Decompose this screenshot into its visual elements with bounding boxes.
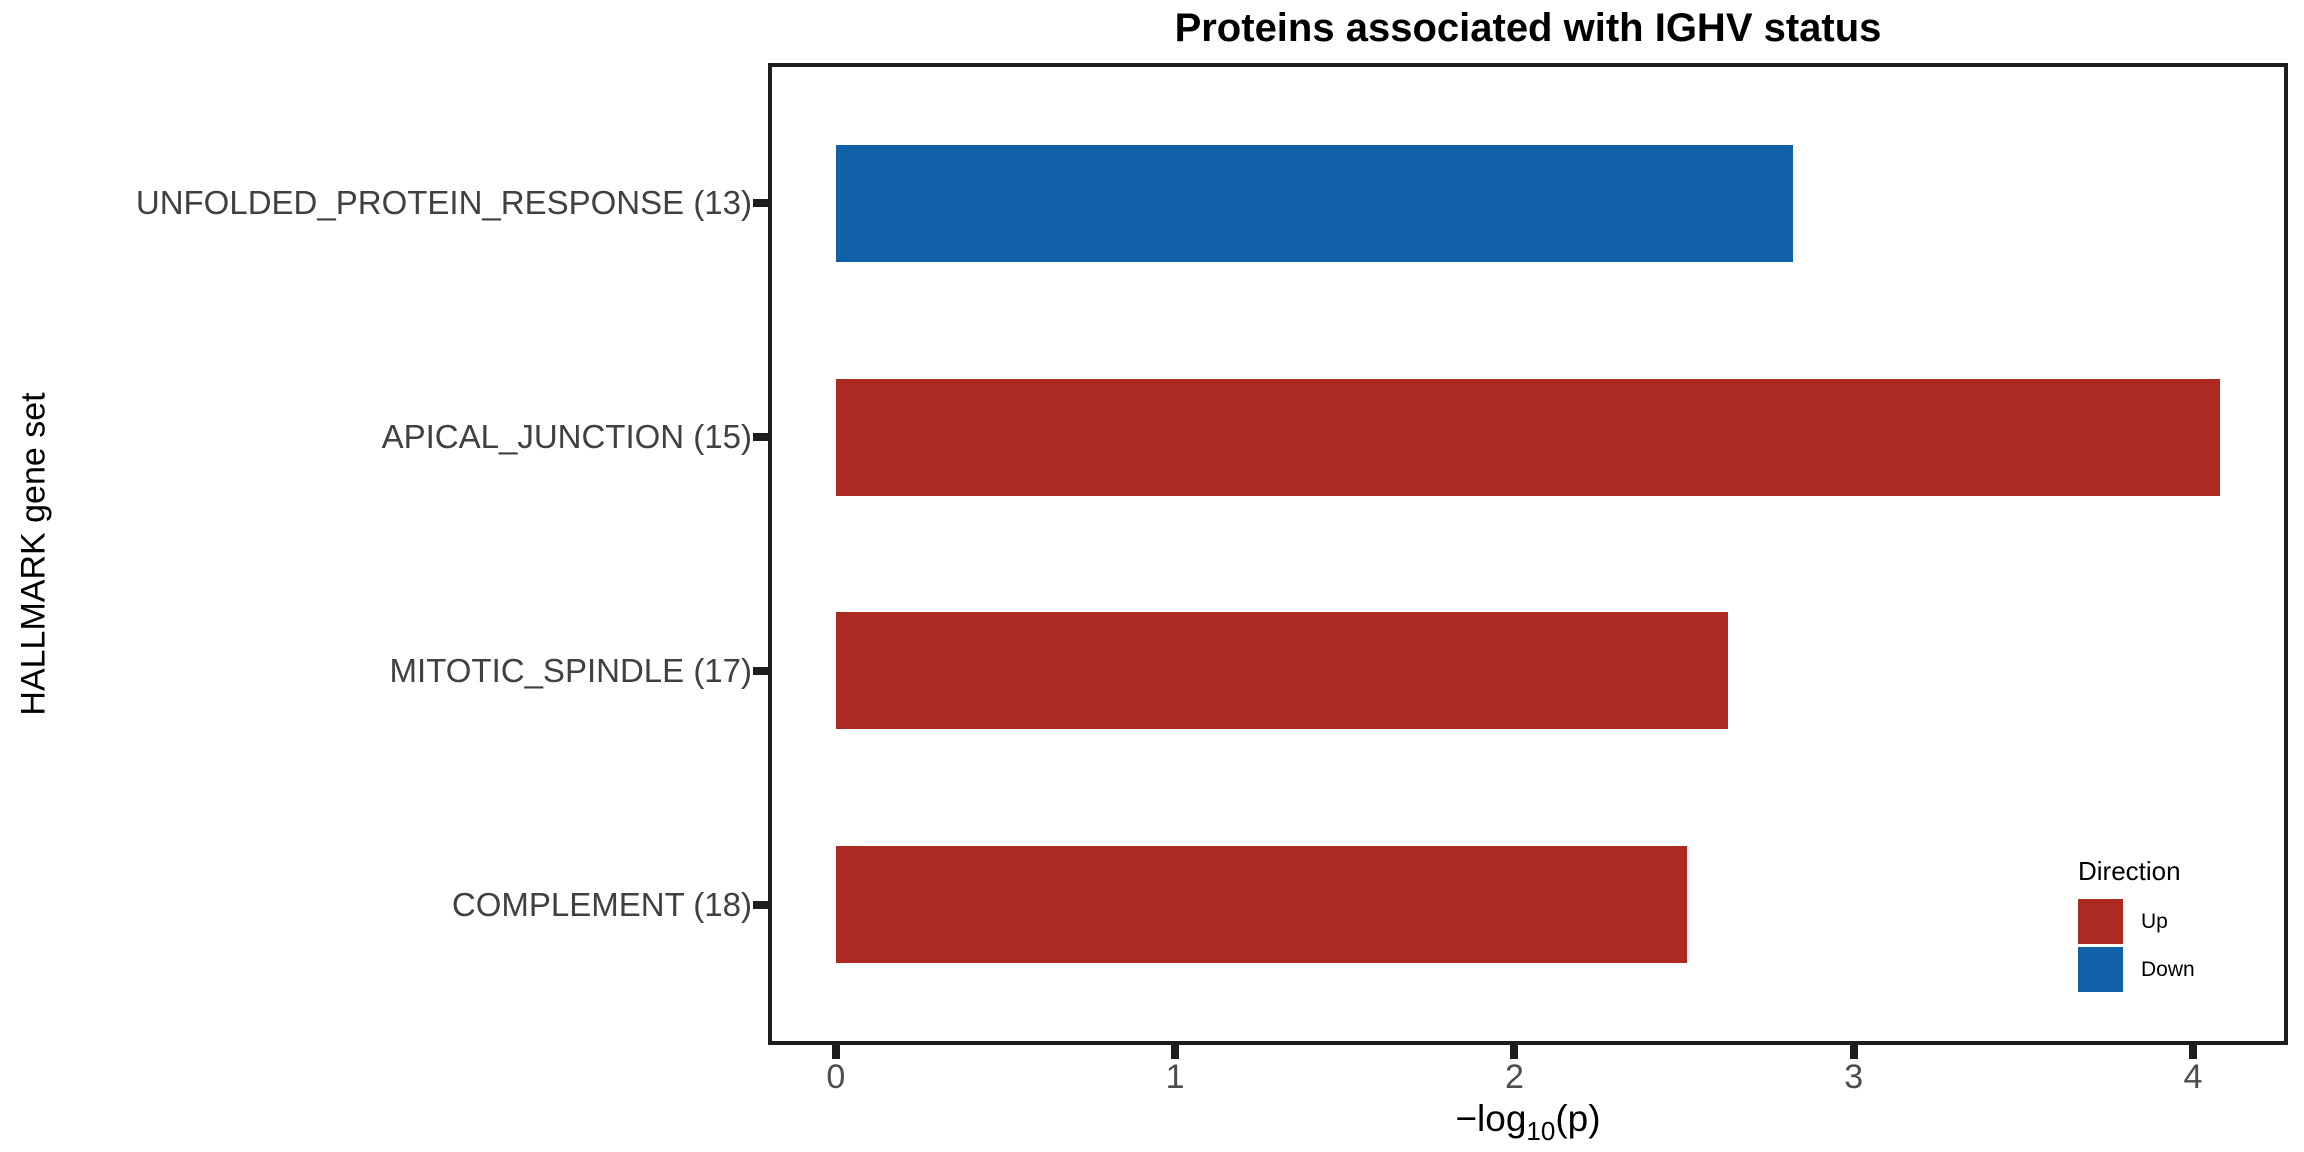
y-tick	[753, 199, 768, 208]
chart-title: Proteins associated with IGHV status	[1174, 6, 1882, 50]
bar-up	[835, 846, 1688, 964]
y-tick	[753, 433, 768, 442]
y-axis-labels: UNFOLDED_PROTEIN_RESPONSE (13) APICAL_JUN…	[0, 63, 752, 1045]
x-axis-title: −log10(p)	[768, 1098, 2288, 1147]
x-tick	[1849, 1045, 1858, 1059]
x-axis-title-prefix: −log	[1455, 1098, 1527, 1139]
category-label: MITOTIC_SPINDLE (17)	[389, 651, 752, 689]
plot-panel-border	[768, 63, 2288, 1045]
legend: Direction Up Down	[2078, 856, 2195, 995]
y-tick	[753, 666, 768, 675]
legend-entry-up: Up	[2078, 899, 2195, 944]
category-label: APICAL_JUNCTION (15)	[381, 418, 752, 456]
x-tick	[2189, 1045, 2197, 1059]
x-tick	[1171, 1045, 1180, 1059]
legend-label-down: Down	[2141, 957, 2195, 981]
x-tick	[1510, 1045, 1519, 1059]
x-axis-title-suffix: (p)	[1555, 1098, 1601, 1139]
x-tick-label: 1	[1165, 1058, 1185, 1096]
bar-up	[835, 378, 2221, 496]
x-tick-label: 3	[1844, 1058, 1864, 1096]
legend-entry-down: Down	[2078, 947, 2195, 992]
bar-down	[835, 144, 1793, 262]
x-axis-title-subscript: 10	[1526, 1116, 1556, 1146]
x-tick-label: 0	[826, 1058, 846, 1096]
category-label: UNFOLDED_PROTEIN_RESPONSE (13)	[135, 184, 752, 222]
legend-swatch-down-icon	[2078, 947, 2123, 992]
x-tick	[831, 1045, 840, 1059]
bar-up	[835, 612, 1729, 730]
x-tick-label: 2	[1504, 1058, 1524, 1096]
legend-title: Direction	[2078, 856, 2181, 886]
legend-label-up: Up	[2141, 909, 2168, 933]
y-tick	[753, 900, 768, 909]
x-tick-label: 4	[2183, 1058, 2203, 1096]
legend-swatch-up-icon	[2078, 899, 2123, 944]
category-label: COMPLEMENT (18)	[451, 885, 752, 923]
plot-area	[768, 63, 2288, 1045]
